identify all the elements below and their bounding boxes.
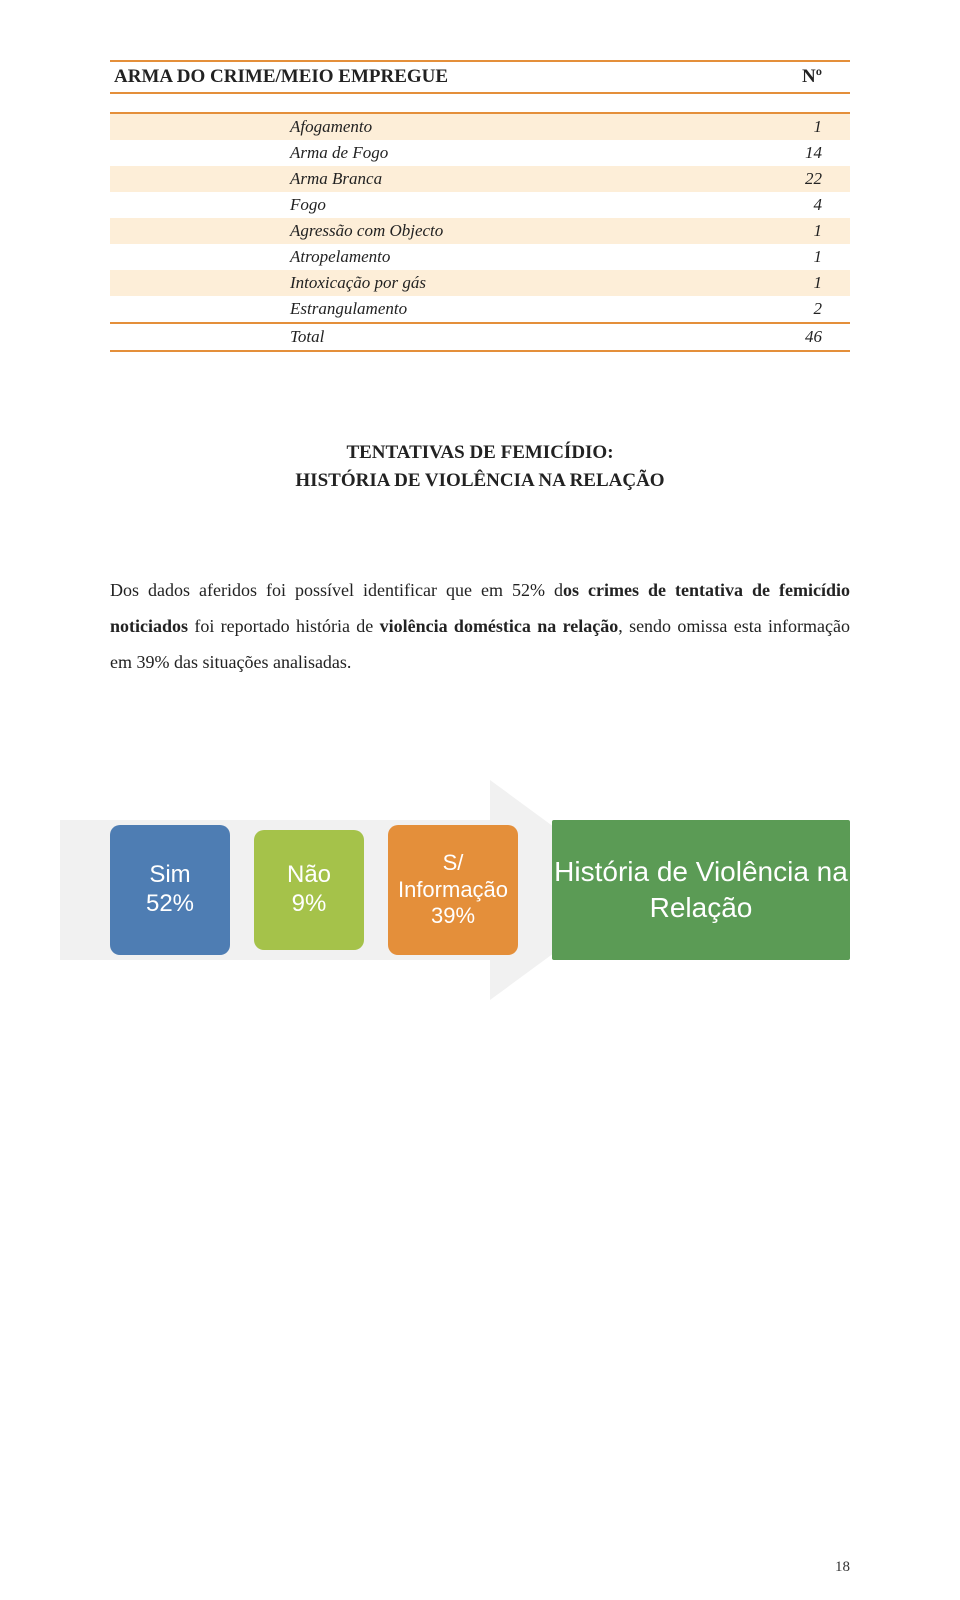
page-number: 18 bbox=[835, 1559, 850, 1576]
section-heading: TENTATIVAS DE FEMICÍDIO: bbox=[110, 442, 850, 464]
row-label: Arma de Fogo bbox=[290, 143, 388, 163]
total-label: Total bbox=[290, 327, 324, 347]
table-row: Atropelamento 1 bbox=[110, 244, 850, 270]
row-label: Afogamento bbox=[290, 117, 372, 137]
tile-sinfo-label1: S/ bbox=[443, 850, 464, 876]
para-bold2: violência doméstica na relação bbox=[380, 616, 619, 636]
total-value: 46 bbox=[805, 327, 822, 347]
table-title: ARMA DO CRIME/MEIO EMPREGUE bbox=[114, 66, 448, 88]
data-table: Afogamento1 Arma de Fogo14 Arma Branca22… bbox=[110, 114, 850, 352]
tile-sinfo: S/ Informação 39% bbox=[388, 825, 518, 955]
table-row: Afogamento 1 bbox=[110, 114, 850, 140]
row-label: Arma Branca bbox=[290, 169, 382, 189]
row-label: Fogo bbox=[290, 195, 326, 215]
section-subheading: HISTÓRIA DE VIOLÊNCIA NA RELAÇÃO bbox=[110, 470, 850, 492]
table-row: Agressão com Objecto 1 bbox=[110, 218, 850, 244]
tile-sinfo-label2: Informação bbox=[398, 877, 508, 903]
table-row: Arma Branca 22 bbox=[110, 166, 850, 192]
para-pre: Dos dados aferidos foi possível identifi… bbox=[110, 580, 563, 600]
tile-nao: Não 9% bbox=[254, 830, 364, 950]
row-value: 1 bbox=[814, 273, 823, 293]
table-row: Intoxicação por gás 1 bbox=[110, 270, 850, 296]
row-label: Estrangulamento bbox=[290, 299, 407, 319]
table-row: Fogo 4 bbox=[110, 192, 850, 218]
chart-row: Sim 52% Não 9% S/ Informação 39% Históri… bbox=[110, 800, 850, 980]
tile-sim: Sim 52% bbox=[110, 825, 230, 955]
tile-sim-value: 52% bbox=[146, 890, 194, 919]
table-header-row: ARMA DO CRIME/MEIO EMPREGUE Nº bbox=[110, 60, 850, 94]
table-total-row: Total 46 bbox=[110, 322, 850, 352]
row-label: Intoxicação por gás bbox=[290, 273, 426, 293]
row-label: Atropelamento bbox=[290, 247, 390, 267]
row-value: 14 bbox=[805, 143, 822, 163]
tile-nao-label: Não bbox=[287, 861, 331, 890]
row-label: Agressão com Objecto bbox=[290, 221, 443, 241]
row-value: 2 bbox=[814, 299, 823, 319]
para-mid: foi reportado história de bbox=[188, 616, 380, 636]
tile-nao-value: 9% bbox=[292, 890, 327, 919]
band-title: História de Violência na Relação bbox=[552, 820, 850, 960]
table-row: Estrangulamento 2 bbox=[110, 296, 850, 322]
body-paragraph: Dos dados aferidos foi possível identifi… bbox=[110, 572, 850, 680]
table-row: Arma de Fogo 14 bbox=[110, 140, 850, 166]
row-value: 1 bbox=[814, 247, 823, 267]
row-value: 1 bbox=[814, 221, 823, 241]
row-value: 22 bbox=[805, 169, 822, 189]
table-count-header: Nº bbox=[802, 66, 822, 88]
tile-sinfo-value: 39% bbox=[431, 903, 475, 929]
tile-sim-label: Sim bbox=[149, 861, 190, 890]
row-value: 1 bbox=[814, 117, 823, 137]
row-value: 4 bbox=[814, 195, 823, 215]
